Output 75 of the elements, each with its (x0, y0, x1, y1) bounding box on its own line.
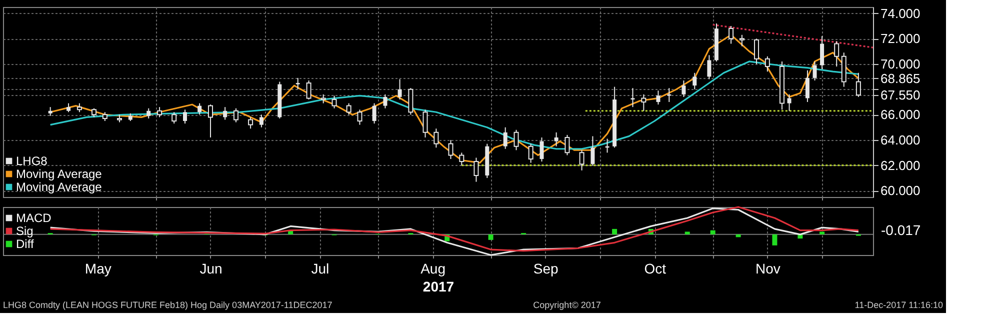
candlestick (346, 102, 352, 116)
y-tick-label: 67.550 (880, 88, 920, 103)
text: LHG8 Comdty (LEAN HOGS FUTURE Feb18) Hog Daily 03MAY2017-11DEC2017 (3, 300, 332, 310)
candlestick (198, 102, 202, 116)
candlestick (692, 72, 697, 90)
candlestick (372, 102, 376, 124)
candlestick (422, 109, 428, 138)
y-tick-label: 66.000 (880, 107, 920, 122)
candlestick (408, 88, 414, 116)
candlestick (208, 104, 213, 138)
x-tick-label: Nov (755, 260, 780, 276)
candlestick (259, 114, 264, 128)
candlestick (630, 88, 635, 108)
candlestick (248, 116, 254, 130)
text: Copyright© 2017 (533, 300, 601, 310)
candlestick (474, 157, 479, 182)
x-tick-label: Oct (644, 260, 666, 276)
x-tick-label: Sep (533, 260, 559, 276)
y-tick-label: 68.865 (880, 70, 920, 86)
candlestick (812, 60, 817, 81)
candlestick (459, 152, 464, 166)
series-label: MACD (16, 211, 52, 225)
candlestick (590, 136, 595, 166)
candlestick (332, 95, 337, 109)
candlestick (656, 90, 660, 106)
y-tick-label: 72.000 (880, 31, 920, 46)
x-tick-label: May (84, 260, 112, 276)
legend-label: Sig (16, 224, 34, 238)
y-tick-label: 74.000 (880, 6, 920, 21)
candlestick (172, 112, 177, 124)
candlestick (146, 108, 151, 119)
candlestick (503, 126, 508, 150)
candlestick (434, 128, 439, 148)
candlestick (514, 129, 519, 151)
legend-label: Moving Average (16, 167, 102, 181)
candlestick (296, 77, 300, 90)
candlestick (820, 36, 824, 70)
candlestick (739, 34, 744, 47)
y-tick-label: 62.000 (880, 158, 920, 173)
candlestick (641, 94, 646, 112)
candlestick (856, 72, 861, 98)
candlestick (764, 56, 770, 72)
candlestick (157, 106, 162, 118)
candlestick (805, 70, 810, 102)
legend-label: Diff (16, 237, 34, 251)
legend-label: Moving Average (16, 180, 102, 194)
x-axis-title: 2017 (422, 278, 454, 294)
text: -0.017 (881, 222, 921, 238)
y-tick-label: 60.000 (880, 183, 920, 198)
candlestick (306, 80, 312, 100)
candlestick (754, 38, 760, 64)
y-tick-label: 70.000 (880, 56, 920, 72)
candlestick (233, 108, 238, 123)
y-tick-label: 64.000 (880, 132, 920, 148)
candlestick (183, 109, 188, 124)
candlestick (728, 26, 734, 44)
candlestick (564, 134, 570, 156)
candlestick (682, 80, 686, 98)
legend-label: LHG8 (16, 154, 48, 168)
text: 11-Dec-2017 11:16:10 (854, 300, 943, 310)
candlestick (707, 54, 712, 80)
x-tick-label: Jun (200, 260, 222, 276)
candlestick (540, 136, 544, 162)
candlestick (834, 40, 840, 68)
x-tick-label: Aug (420, 260, 446, 276)
candlestick (357, 109, 362, 126)
candlestick (528, 143, 534, 164)
candlestick (448, 140, 454, 160)
candlestick (787, 94, 792, 112)
candlestick (223, 106, 228, 120)
candlestick (554, 132, 558, 147)
candlestick (383, 94, 388, 109)
candlestick (579, 150, 584, 171)
x-tick-label: Jul (311, 260, 330, 276)
candlestick (398, 78, 402, 100)
